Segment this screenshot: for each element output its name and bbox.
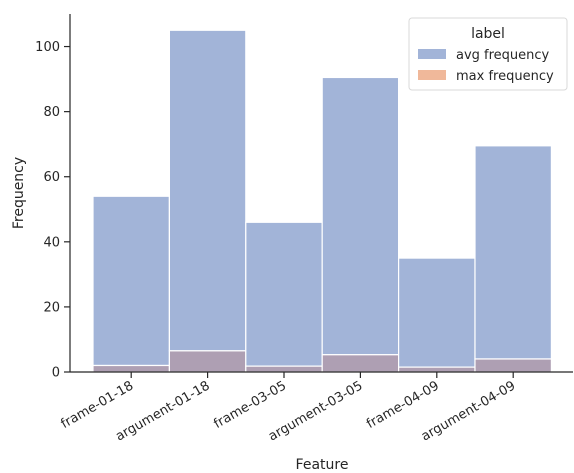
legend-title: label	[471, 26, 505, 42]
bar-avg-frequency-argument-03-05	[321, 76, 400, 356]
bar-overlap-argument-03-05	[321, 354, 400, 373]
bar-overlap-frame-03-05	[245, 365, 323, 373]
bar-overlap-frame-04-09	[398, 366, 476, 373]
legend-label-avg-frequency: avg frequency	[456, 48, 550, 63]
y-tick-label: 60	[43, 170, 60, 185]
y-tick-label: 0	[52, 366, 60, 381]
y-tick-label: 20	[43, 300, 60, 315]
legend-swatch-avg-frequency	[418, 49, 446, 59]
bar-avg-frequency-frame-03-05	[245, 221, 323, 367]
bar-overlap-argument-04-09	[474, 358, 553, 373]
x-axis-label: Feature	[296, 457, 349, 473]
legend-box	[408, 17, 568, 91]
bar-avg-frequency-frame-01-18	[92, 195, 171, 367]
y-tick-label: 100	[35, 40, 60, 55]
y-tick-label: 80	[43, 105, 60, 120]
bars-group	[92, 29, 553, 373]
bar-avg-frequency-argument-04-09	[474, 145, 553, 360]
x-ticks-group: frame-01-18argument-01-18frame-03-05argu…	[59, 372, 518, 444]
bar-avg-frequency-frame-04-09	[398, 257, 476, 368]
legend-label-max-frequency: max frequency	[456, 69, 554, 84]
bar-overlap-frame-01-18	[92, 364, 171, 373]
legend-items: avg frequency max frequency	[418, 48, 554, 84]
y-tick-label: 40	[43, 235, 60, 250]
bar-avg-frequency-argument-01-18	[168, 29, 247, 352]
y-axis-label: Frequency	[11, 157, 27, 229]
bar-overlap-argument-01-18	[168, 350, 247, 373]
y-ticks-group: 0 20 40 60 80 100	[35, 40, 70, 381]
legend-swatch-max-frequency	[418, 70, 446, 80]
axes-group	[69, 14, 573, 373]
legend: label avg frequency max frequency	[408, 17, 568, 91]
